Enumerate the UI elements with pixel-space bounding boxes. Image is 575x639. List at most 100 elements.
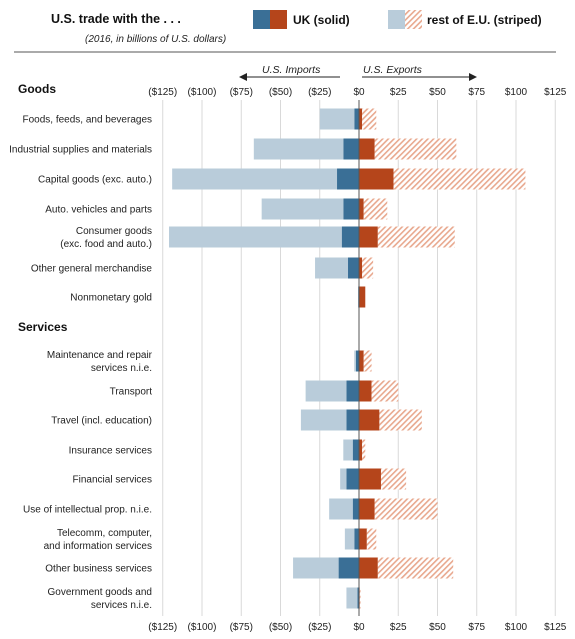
bar-uk-exports [359,138,375,160]
bar-eu-imports [343,439,353,461]
category-label: Foods, feeds, and beverages [22,115,152,126]
imports-direction-label: U.S. Imports [262,64,321,76]
bar-eu-exports [374,498,438,520]
x-tick-label: ($100) [188,622,217,633]
bar-eu-exports [377,557,454,579]
bar-eu-exports [362,108,377,130]
category-label: Industrial supplies and materials [9,145,152,156]
category-label: Insurance services [69,446,152,457]
category-label: Travel (incl. education) [51,416,152,427]
category-label: Transport [110,387,153,398]
x-tick-label: ($125) [148,622,177,633]
x-tick-label: $125 [544,622,567,633]
category-label: services n.i.e. [91,363,152,374]
category-label: and information services [44,541,152,552]
x-tick-label: $75 [468,622,485,633]
imports-arrow-head [239,73,247,81]
category-label: Maintenance and repair [47,350,153,361]
bar-uk-imports [338,557,359,579]
category-label: Financial services [73,475,152,486]
bar-uk-exports [359,380,372,402]
bar-eu-exports [377,226,455,248]
x-tick-label: $50 [429,622,446,633]
bar-row [300,409,422,431]
bar-row [169,226,455,248]
bar-eu-exports [374,138,457,160]
bar-row [354,350,372,372]
bar-uk-imports [346,380,359,402]
bar-uk-exports [359,168,394,190]
bar-uk-exports [359,257,363,279]
bar-eu-imports [305,380,347,402]
x-tick-label: ($50) [269,622,292,633]
bar-row [261,198,388,220]
bar-eu-exports [366,528,377,550]
bar-eu-imports [253,138,344,160]
bar-row [253,138,457,160]
bar-uk-exports [359,468,381,490]
category-label: Auto. vehicles and parts [45,205,152,216]
x-tick-label: ($25) [308,622,331,633]
bar-eu-imports [169,226,342,248]
bar-uk-exports [359,350,364,372]
bar-uk-imports [343,138,359,160]
x-tick-label: ($125) [148,87,177,98]
bar-uk-exports [359,498,375,520]
bar-row [343,439,366,461]
direction-exports: U.S. Exports [362,64,477,81]
bar-eu-exports [359,587,361,609]
category-label: Other general merchandise [31,264,153,275]
bar-eu-imports [329,498,353,520]
x-axis-bottom: ($125) ($100) ($75) ($50) ($25) $0 $25 $50 $75 $1… [148,622,567,633]
bar-uk-imports [357,587,359,609]
bar-eu-exports [380,468,407,490]
bar-eu-imports [346,587,358,609]
bar-eu-imports [300,409,347,431]
bar-uk-imports [354,528,359,550]
bar-row [315,257,374,279]
x-tick-label: $25 [390,622,407,633]
section-header-services: Services [18,320,68,334]
bar-uk-imports [341,226,359,248]
category-label: Capital goods (exc. auto.) [38,175,152,186]
category-label: Government goods and [47,587,152,598]
bar-eu-imports [315,257,349,279]
legend-uk-label: UK (solid) [293,13,350,27]
x-tick-label: $100 [505,622,528,633]
section-headers: Goods Services [18,82,68,334]
bar-uk-imports [346,409,359,431]
x-tick-label: ($100) [188,87,217,98]
bar-eu-exports [363,198,388,220]
bar-row [329,498,438,520]
category-label: (exc. food and auto.) [60,239,152,250]
bar-row [319,108,377,130]
x-tick-label: $0 [353,87,365,98]
bar-eu-exports [363,350,372,372]
chart-subtitle: (2016, in billions of U.S. dollars) [85,34,226,45]
x-tick-label: $50 [429,87,446,98]
bar-eu-imports [354,350,356,372]
x-tick-label: ($50) [269,87,292,98]
bar-uk-exports [359,108,363,130]
bar-row [305,380,399,402]
bar-row [344,528,377,550]
x-tick-label: $25 [390,87,407,98]
section-header-goods: Goods [18,82,56,96]
bar-uk-imports [348,257,359,279]
bar-uk-exports [359,439,363,461]
x-tick-label: $125 [544,87,567,98]
x-tick-label: $75 [468,87,485,98]
bar-uk-exports [359,286,366,308]
bar-eu-imports [172,168,338,190]
bar-uk-imports [352,439,359,461]
legend: UK (solid) rest of E.U. (striped) [253,10,542,29]
x-axis-top: ($125) ($100) ($75) ($50) ($25) $0 $25 $50 $75 $1… [148,87,567,98]
legend-swatch-eu-imports [388,10,405,29]
x-tick-label: $0 [353,622,365,633]
bar-uk-exports [359,557,378,579]
bar-row [340,468,407,490]
category-label: Nonmonetary gold [70,293,152,304]
bar-uk-imports [337,168,359,190]
bar-eu-exports [362,257,374,279]
bar-row [172,168,526,190]
